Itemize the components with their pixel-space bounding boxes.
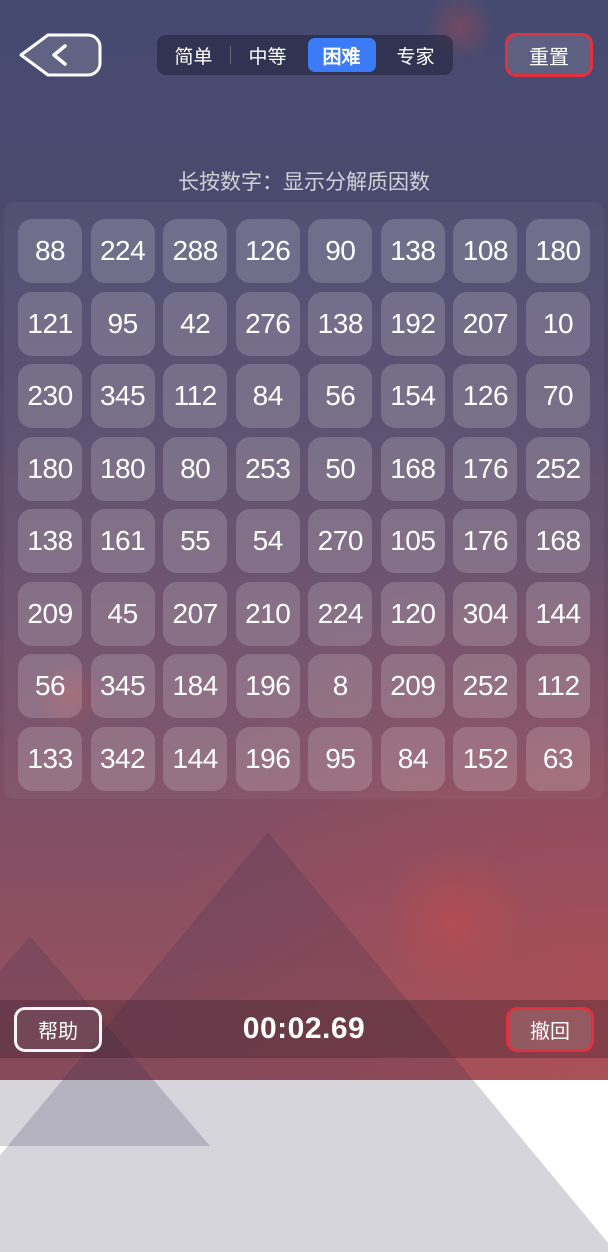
number-cell[interactable]: 126	[235, 219, 300, 283]
hint-text: 长按数字：显示分解质因数	[178, 171, 430, 194]
number-cell[interactable]: 112	[525, 654, 590, 718]
number-cell[interactable]: 10	[525, 291, 590, 356]
number-cell[interactable]: 54	[235, 509, 300, 573]
help-button[interactable]: 帮助	[14, 1006, 102, 1052]
number-cell[interactable]: 144	[163, 726, 228, 791]
number-cell[interactable]: 207	[453, 291, 518, 356]
number-cell[interactable]: 276	[235, 291, 300, 356]
chevron-left-icon	[52, 44, 67, 66]
number-cell[interactable]: 180	[90, 436, 155, 501]
number-cell[interactable]: 176	[453, 509, 518, 573]
number-cell[interactable]: 88	[18, 219, 83, 283]
number-cell[interactable]: 90	[308, 219, 373, 283]
background-gradient	[0, 0, 608, 1080]
number-cell[interactable]: 252	[525, 436, 590, 501]
tab-label: 中等	[248, 46, 287, 68]
number-cell[interactable]: 345	[90, 654, 155, 718]
number-cell[interactable]: 95	[308, 726, 373, 791]
number-cell[interactable]: 108	[453, 219, 518, 283]
tab-expert[interactable]: 专家	[379, 35, 453, 75]
number-cell[interactable]: 230	[18, 364, 83, 428]
number-cell[interactable]: 224	[308, 581, 373, 646]
number-cell[interactable]: 120	[380, 581, 445, 646]
number-cell[interactable]: 252	[453, 654, 518, 718]
number-cell[interactable]: 168	[380, 436, 445, 501]
bottom-bar: 00:02.69 帮助 撤回	[0, 1000, 608, 1058]
number-cell[interactable]: 196	[235, 726, 300, 791]
number-cell[interactable]: 192	[380, 291, 445, 356]
number-cell[interactable]: 138	[18, 509, 83, 573]
number-cell[interactable]: 112	[163, 364, 228, 428]
number-cell[interactable]: 138	[380, 219, 445, 283]
tab-label: 简单	[174, 46, 213, 68]
number-cell[interactable]: 105	[380, 509, 445, 573]
number-cell[interactable]: 210	[235, 581, 300, 646]
number-cell[interactable]: 304	[453, 581, 518, 646]
top-bar: 简单 中等 困难 专家 重置	[18, 33, 593, 77]
number-cell[interactable]: 180	[18, 436, 83, 501]
number-cell[interactable]: 121	[18, 291, 83, 356]
number-cell[interactable]: 176	[453, 436, 518, 501]
number-cell[interactable]: 161	[90, 509, 155, 573]
number-cell[interactable]: 180	[525, 219, 590, 283]
number-cell[interactable]: 95	[90, 291, 155, 356]
number-cell[interactable]: 168	[525, 509, 590, 573]
number-cell[interactable]: 154	[380, 364, 445, 428]
number-cell[interactable]: 144	[525, 581, 590, 646]
undo-button[interactable]: 撤回	[506, 1006, 594, 1052]
number-cell[interactable]: 8	[308, 654, 373, 718]
tab-hard[interactable]: 困难	[305, 35, 379, 75]
number-cell[interactable]: 42	[163, 291, 228, 356]
reset-button[interactable]: 重置	[505, 33, 593, 77]
number-cell[interactable]: 253	[235, 436, 300, 501]
segment-separator	[230, 46, 231, 64]
number-cell[interactable]: 63	[525, 726, 590, 791]
number-cell[interactable]: 270	[308, 509, 373, 573]
number-cell[interactable]: 342	[90, 726, 155, 791]
number-cell[interactable]: 152	[453, 726, 518, 791]
difficulty-segmented-control: 简单 中等 困难 专家	[156, 35, 453, 75]
number-cell[interactable]: 207	[163, 581, 228, 646]
number-cell[interactable]: 209	[18, 581, 83, 646]
number-cell[interactable]: 224	[90, 219, 155, 283]
number-cell[interactable]: 45	[90, 581, 155, 646]
tab-medium[interactable]: 中等	[230, 35, 305, 75]
number-cell[interactable]: 80	[163, 436, 228, 501]
number-cell[interactable]: 345	[90, 364, 155, 428]
number-cell[interactable]: 288	[163, 219, 228, 283]
number-cell[interactable]: 126	[453, 364, 518, 428]
tab-label: 困难	[322, 46, 361, 68]
number-cell[interactable]: 209	[380, 654, 445, 718]
selected-tab-highlight	[307, 38, 376, 72]
number-board-panel: 88 224 288 126 90 138 108 180 121 95 42 276 138 192 20…	[4, 202, 604, 799]
tab-label: 专家	[396, 46, 435, 68]
number-cell[interactable]: 84	[380, 726, 445, 791]
number-cell[interactable]: 133	[18, 726, 83, 791]
number-cell[interactable]: 70	[525, 364, 590, 428]
back-button[interactable]	[18, 33, 104, 77]
number-cell[interactable]: 196	[235, 654, 300, 718]
number-cell[interactable]: 138	[308, 291, 373, 356]
number-cell[interactable]: 184	[163, 654, 228, 718]
tab-easy[interactable]: 简单	[157, 35, 231, 75]
number-cell[interactable]: 50	[308, 436, 373, 501]
number-cell[interactable]: 84	[235, 364, 300, 428]
number-cell[interactable]: 56	[18, 654, 83, 718]
back-arrow-shape	[19, 33, 102, 77]
number-cell[interactable]: 55	[163, 509, 228, 573]
number-grid: 88 224 288 126 90 138 108 180 121 95 42 276 138 192 20…	[18, 219, 590, 791]
number-cell[interactable]: 56	[308, 364, 373, 428]
